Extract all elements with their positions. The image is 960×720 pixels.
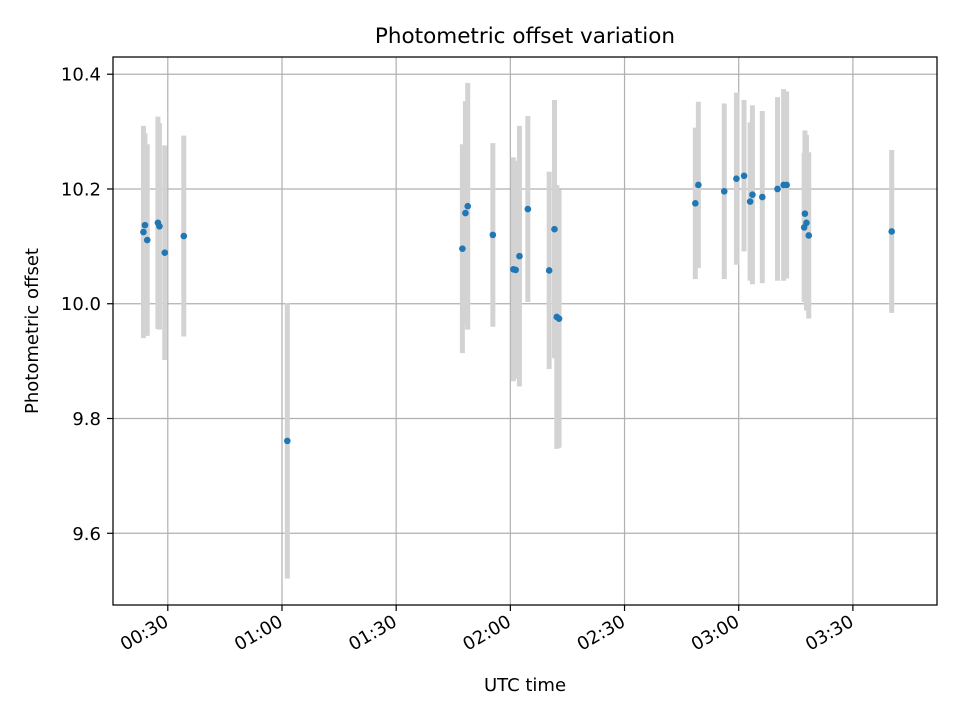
y-axis-label: Photometric offset	[22, 248, 43, 414]
data-point	[803, 219, 810, 227]
data-point	[801, 210, 809, 217]
data-point	[805, 232, 813, 239]
plot-frame	[112, 56, 938, 606]
data-point	[746, 198, 754, 205]
y-axis-ticks: 9.6 9.8 10.0 10.2 10.4	[61, 65, 113, 545]
data-point	[516, 252, 523, 260]
data-point	[733, 175, 740, 182]
data-point	[783, 181, 790, 189]
data-point	[140, 228, 147, 236]
data-point	[489, 231, 497, 239]
chart-title: Photometric offset variation	[375, 24, 675, 49]
data-point	[462, 209, 469, 217]
data-point	[545, 267, 553, 274]
data-point	[740, 172, 748, 180]
data-point	[156, 222, 163, 230]
data-point	[180, 232, 188, 240]
y-tick-label: 9.8	[72, 409, 101, 430]
data-point	[141, 221, 149, 229]
data-point	[888, 228, 896, 235]
y-tick-label: 10.2	[61, 179, 101, 200]
data-point	[692, 200, 699, 207]
y-tick-label: 10.4	[61, 65, 101, 86]
y-tick-label: 9.6	[72, 524, 101, 545]
data-point	[774, 185, 781, 193]
data-points	[140, 172, 896, 445]
data-point	[161, 249, 169, 256]
data-point	[695, 181, 702, 189]
data-point	[524, 205, 532, 213]
y-tick-label: 10.0	[61, 294, 101, 315]
data-point	[143, 236, 151, 244]
data-point	[759, 193, 766, 201]
x-axis-label: UTC time	[484, 675, 566, 696]
data-point	[512, 266, 519, 274]
data-point	[459, 245, 466, 252]
data-point	[551, 225, 558, 233]
data-point	[284, 437, 291, 445]
data-point	[749, 191, 756, 199]
data-point	[720, 187, 728, 195]
data-point	[555, 315, 563, 322]
data-point	[464, 202, 472, 210]
